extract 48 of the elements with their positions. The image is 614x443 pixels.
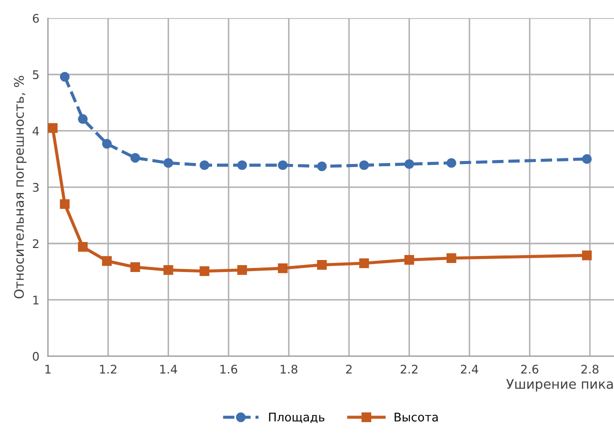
- y-tick-label: 6: [32, 14, 39, 23]
- x-tick-label: 2.6: [521, 364, 538, 374]
- y-tick-label: 3: [32, 182, 39, 192]
- point: [582, 250, 592, 260]
- point: [359, 160, 369, 170]
- point: [446, 158, 456, 168]
- y-tick-label: 0: [32, 352, 39, 361]
- point: [163, 158, 174, 168]
- legend-label: Высота: [394, 412, 438, 422]
- point: [60, 199, 70, 209]
- point: [78, 242, 88, 252]
- point: [446, 253, 456, 264]
- y-axis-title: Относительная погрешность, %: [14, 76, 26, 298]
- point: [200, 266, 210, 276]
- point: [60, 72, 70, 82]
- point: [317, 161, 327, 172]
- point: [278, 263, 288, 274]
- x-tick-label: 1.6: [220, 364, 238, 374]
- point: [317, 260, 327, 270]
- point: [582, 154, 592, 164]
- x-tick-label: 2.2: [400, 364, 418, 374]
- legend-label: Площадь: [269, 412, 324, 424]
- point: [404, 159, 414, 169]
- x-tick-label: 1: [45, 364, 51, 374]
- x-tick-label: 1.8: [280, 364, 298, 374]
- point: [102, 138, 112, 149]
- point: [163, 265, 174, 275]
- point: [404, 254, 414, 265]
- y-tick-label: 1: [33, 296, 38, 304]
- point: [102, 256, 112, 266]
- x-tick-label: 2.4: [460, 364, 478, 374]
- point: [48, 123, 58, 133]
- point: [130, 153, 140, 163]
- point: [237, 160, 247, 170]
- point: [359, 258, 369, 268]
- y-tick-label: 4: [32, 126, 39, 136]
- x-tick-label: 2: [346, 364, 352, 374]
- y-tick-label: 2: [32, 239, 38, 248]
- x-tick-label: 1.2: [100, 364, 116, 374]
- point: [237, 265, 247, 275]
- y-tick-label: 5: [32, 70, 39, 80]
- point: [200, 160, 210, 170]
- point: [278, 160, 288, 170]
- x-tick-label: 1.4: [160, 364, 178, 374]
- x-tick-label: 2.8: [581, 364, 598, 374]
- x-axis-title: Уширение пика: [506, 379, 613, 392]
- point: [78, 114, 88, 124]
- point: [130, 262, 140, 272]
